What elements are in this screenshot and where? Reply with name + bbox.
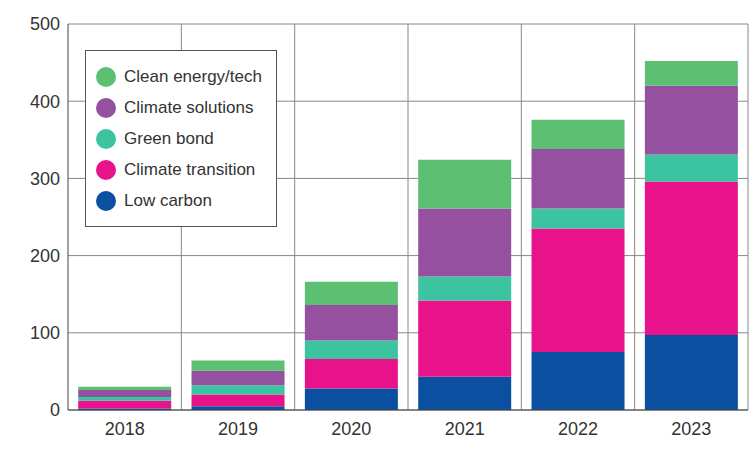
html-text:Green bond: Green bond [124,128,214,148]
svg-text:2019: 2019 [218,419,258,439]
svg-text:2018: 2018 [105,419,145,439]
svg-text:200: 200 [30,246,60,266]
html-text:Clean energy/tech: Clean energy/tech [124,66,262,86]
html-text:Low carbon: Low carbon [124,190,212,210]
svg-text:0: 0 [50,400,60,420]
svg-text:400: 400 [30,92,60,112]
svg-text:2023: 2023 [671,419,711,439]
svg-text:500: 500 [30,14,60,34]
svg-text:2021: 2021 [445,419,485,439]
svg-text:2022: 2022 [558,419,598,439]
svg-text:300: 300 [30,169,60,189]
html-text:Climate transition: Climate transition [124,159,256,179]
html-text:Climate solutions: Climate solutions [124,97,254,117]
svg-text:2020: 2020 [331,419,371,439]
svg-text:100: 100 [30,323,60,343]
